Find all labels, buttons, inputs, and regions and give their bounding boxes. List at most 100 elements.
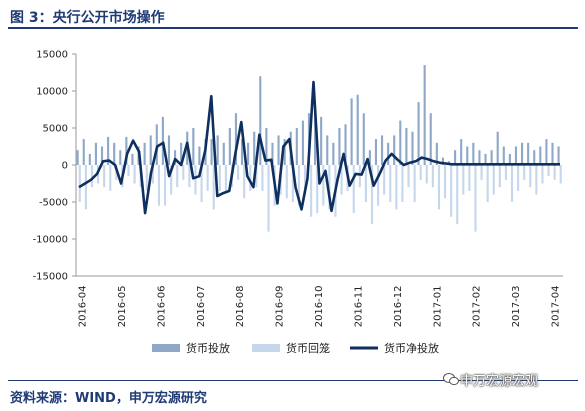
withdrawal-bar — [462, 165, 465, 195]
withdrawal-bar — [285, 165, 288, 199]
y-tick-label: 5000 — [43, 124, 68, 135]
withdrawal-bar — [450, 165, 453, 217]
withdrawal-bar — [486, 165, 489, 202]
withdrawal-bar — [133, 165, 136, 184]
injection-bar — [362, 113, 365, 165]
net-injection-line — [78, 80, 560, 215]
injection-bar — [234, 113, 238, 165]
injection-bar — [320, 116, 323, 165]
withdrawal-bar — [425, 165, 428, 184]
withdrawal-bar — [157, 165, 161, 206]
injection-bar — [332, 142, 335, 165]
injection-bar — [417, 102, 420, 165]
injection-bar — [119, 150, 122, 165]
injection-bar — [271, 142, 274, 165]
injection-bar — [539, 146, 542, 165]
withdrawal-bar — [176, 165, 179, 188]
legend-swatch — [152, 344, 180, 352]
withdrawal-bar — [255, 165, 258, 188]
x-tick-label: 2016-11 — [353, 286, 364, 328]
withdrawal-bar — [218, 165, 221, 191]
x-tick-label: 2017-04 — [551, 286, 562, 328]
withdrawal-bar — [84, 165, 87, 210]
withdrawal-bar — [443, 165, 447, 199]
injection-bar — [113, 142, 116, 165]
injection-bar — [100, 146, 104, 165]
injection-bar — [88, 153, 91, 165]
x-tick-label: 2016-07 — [196, 286, 207, 328]
injection-bar — [350, 98, 353, 165]
injection-bar — [76, 150, 79, 165]
y-tick-label: -5000 — [39, 198, 68, 209]
injection-bar — [240, 139, 244, 165]
injection-bar — [277, 135, 280, 165]
injection-bar — [161, 116, 164, 165]
withdrawal-bar — [383, 165, 386, 195]
injection-bar — [533, 150, 536, 165]
withdrawal-bar — [370, 165, 374, 225]
withdrawal-bar — [145, 165, 148, 191]
figure-header: 图 3：央行公开市场操作 — [8, 4, 578, 28]
withdrawal-bar — [529, 165, 532, 188]
withdrawal-bar — [194, 165, 197, 195]
y-tick-label: 10000 — [36, 87, 68, 98]
injection-bar — [478, 150, 481, 165]
y-tick-label: -15000 — [33, 272, 68, 283]
legend-label: 货币回笼 — [286, 341, 330, 355]
wechat-icon — [443, 373, 459, 386]
withdrawal-bar — [90, 165, 94, 188]
injection-bar — [344, 124, 347, 165]
injection-bar — [484, 153, 487, 165]
withdrawal-bar — [541, 165, 544, 184]
injection-bar — [265, 128, 268, 165]
withdrawal-bar — [212, 165, 215, 210]
injection-bar — [514, 146, 518, 165]
legend-swatch — [252, 344, 280, 352]
y-tick-label: 0 — [62, 161, 68, 172]
withdrawal-bar — [498, 165, 501, 188]
injection-bar — [441, 157, 444, 165]
injection-bar — [387, 142, 390, 165]
injection-bar — [149, 135, 152, 165]
x-tick-label: 2016-10 — [314, 286, 325, 328]
x-tick-label: 2017-01 — [432, 286, 443, 328]
withdrawal-bar — [395, 165, 398, 210]
withdrawal-bar — [103, 165, 106, 188]
withdrawal-bar — [224, 165, 227, 191]
withdrawal-bar — [182, 165, 185, 180]
withdrawal-bar — [322, 165, 325, 206]
injection-bar — [125, 136, 128, 165]
injection-bar — [155, 124, 158, 165]
injection-bar — [82, 139, 85, 165]
withdrawal-bar — [559, 165, 562, 184]
injection-bar — [393, 135, 396, 165]
withdrawal-bar — [206, 165, 209, 191]
withdrawal-bar — [377, 165, 380, 206]
injection-bar — [545, 139, 548, 165]
withdrawal-bar — [163, 165, 167, 206]
withdrawal-bar — [401, 165, 404, 202]
injection-bar — [314, 105, 317, 165]
injection-bar — [210, 139, 213, 165]
withdrawal-bar — [547, 165, 550, 177]
withdrawal-bar — [419, 165, 422, 180]
injection-bar — [94, 142, 97, 165]
injection-bar — [423, 65, 426, 165]
withdrawal-bar — [456, 165, 459, 225]
withdrawal-bar — [358, 165, 361, 188]
withdrawal-bar — [480, 165, 483, 180]
injection-bar — [399, 120, 402, 165]
injection-bar — [228, 128, 231, 165]
x-tick-label: 2016-04 — [78, 286, 89, 328]
withdrawal-bar — [267, 165, 270, 232]
x-tick-label: 2016-05 — [117, 286, 128, 328]
x-tick-label: 2016-06 — [156, 286, 167, 328]
withdrawal-bar — [523, 165, 526, 180]
withdrawal-bar — [553, 165, 556, 180]
injection-bar — [466, 146, 469, 165]
injection-bar — [490, 150, 493, 165]
injection-bar — [326, 135, 329, 165]
injection-bar — [405, 128, 408, 165]
withdrawal-bar — [431, 165, 434, 188]
legend-label: 货币投放 — [186, 341, 230, 355]
